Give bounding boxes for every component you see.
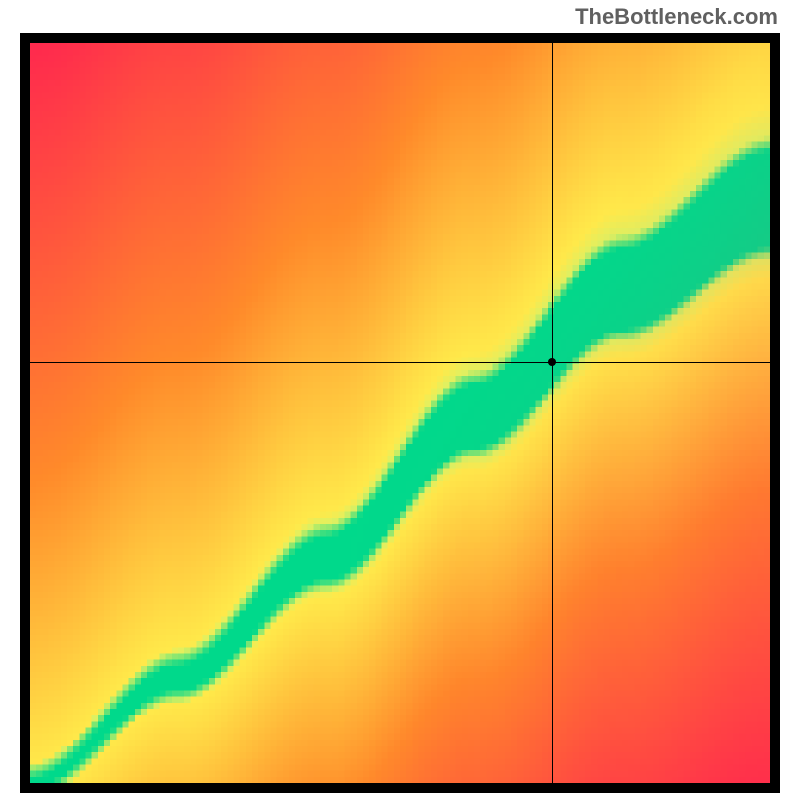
crosshair-vertical xyxy=(552,43,553,783)
heatmap-canvas xyxy=(30,43,770,783)
chart-container: { "watermark": { "text": "TheBottleneck.… xyxy=(0,0,800,800)
heatmap-plot xyxy=(20,33,780,793)
marker-dot xyxy=(548,358,556,366)
watermark-text: TheBottleneck.com xyxy=(575,4,778,30)
crosshair-horizontal xyxy=(30,362,770,363)
